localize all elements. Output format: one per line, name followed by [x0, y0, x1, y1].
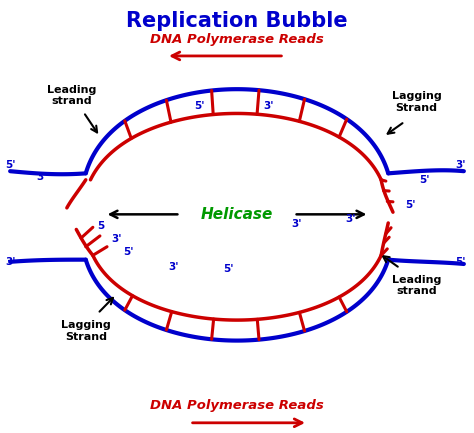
Text: 5: 5	[98, 220, 105, 231]
Text: 5': 5'	[5, 160, 16, 170]
Text: Replication Bubble: Replication Bubble	[126, 12, 348, 32]
Text: 3': 3'	[36, 172, 46, 182]
Text: DNA Polymerase Reads: DNA Polymerase Reads	[150, 33, 324, 46]
Text: 3': 3'	[263, 100, 273, 110]
Text: 5': 5'	[194, 100, 205, 110]
Text: Leading
strand: Leading strand	[392, 275, 441, 296]
Text: 5': 5'	[405, 200, 415, 210]
Text: Leading
strand: Leading strand	[47, 85, 96, 107]
Text: 3': 3'	[168, 262, 179, 272]
Text: 3': 3'	[456, 160, 466, 170]
Text: 5': 5'	[124, 247, 134, 257]
Text: 3': 3'	[112, 233, 122, 243]
Text: 5': 5'	[419, 175, 429, 185]
Text: 5': 5'	[456, 257, 466, 267]
Text: 3': 3'	[5, 257, 16, 267]
Text: Lagging
Strand: Lagging Strand	[61, 320, 110, 342]
Text: 3': 3'	[346, 213, 356, 224]
Text: Lagging
Strand: Lagging Strand	[392, 91, 441, 113]
Text: 3': 3'	[292, 219, 302, 229]
Text: DNA Polymerase Reads: DNA Polymerase Reads	[150, 399, 324, 412]
Text: Helicase: Helicase	[201, 207, 273, 222]
Text: 5': 5'	[223, 264, 233, 274]
